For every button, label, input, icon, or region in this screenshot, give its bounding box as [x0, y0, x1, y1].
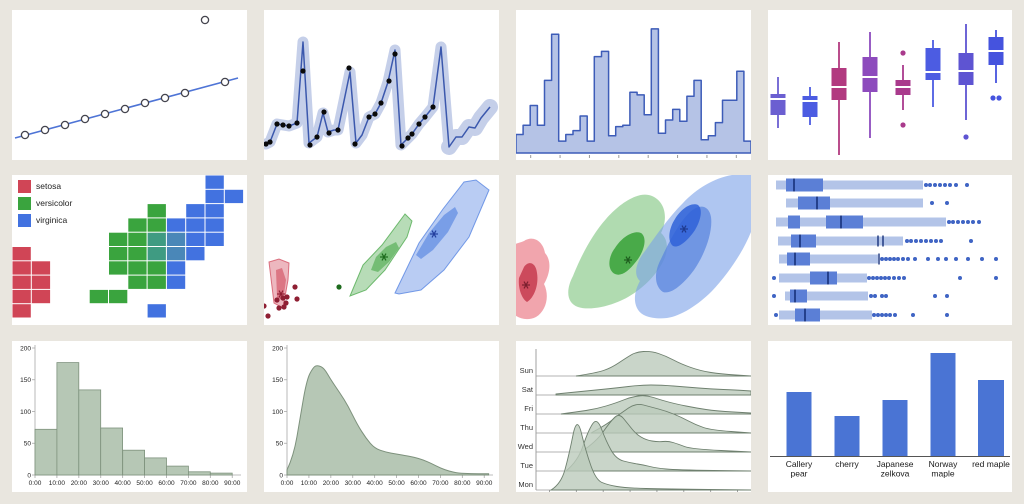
- svg-text:30:00: 30:00: [93, 480, 110, 487]
- density-contour-chart: [516, 175, 751, 320]
- panel-binned-scatter-iris[interactable]: setosa versicolor virginica: [12, 175, 247, 325]
- svg-text:0:00: 0:00: [281, 480, 294, 487]
- svg-text:maple: maple: [931, 469, 954, 479]
- svg-text:Sat: Sat: [522, 385, 534, 394]
- scatter-outlier-chart: [14, 15, 239, 140]
- density-area-chart: 0 50 100 150 200 0:00 10:00 20:00 30:00 40:00 50:0…: [272, 345, 493, 487]
- svg-text:150: 150: [20, 377, 31, 384]
- svg-text:50: 50: [276, 441, 284, 448]
- panel-ridgeline[interactable]: Sun Sat Fri Thu Wed Tue Mon: [516, 341, 751, 492]
- svg-text:40:00: 40:00: [367, 480, 384, 487]
- svg-text:100: 100: [272, 409, 283, 416]
- binned-heatmap-chart: [12, 175, 244, 318]
- svg-text:0: 0: [279, 472, 283, 479]
- step-area-chart: [516, 28, 751, 158]
- svg-text:Tue: Tue: [520, 461, 533, 470]
- svg-text:80:00: 80:00: [202, 480, 219, 487]
- svg-text:80:00: 80:00: [454, 480, 471, 487]
- svg-text:70:00: 70:00: [180, 480, 197, 487]
- svg-text:Fri: Fri: [524, 404, 533, 413]
- setosa-swatch-icon: [18, 180, 31, 193]
- svg-text:90:00: 90:00: [224, 480, 241, 487]
- svg-text:60:00: 60:00: [410, 480, 427, 487]
- svg-text:70:00: 70:00: [432, 480, 449, 487]
- svg-text:90:00: 90:00: [476, 480, 493, 487]
- svg-text:0: 0: [27, 472, 31, 479]
- svg-text:50:00: 50:00: [136, 480, 153, 487]
- svg-text:40:00: 40:00: [115, 480, 132, 487]
- panel-step-area[interactable]: [516, 10, 751, 160]
- panel-boxplots-horizontal[interactable]: [768, 175, 1012, 325]
- svg-text:Sun: Sun: [520, 366, 533, 375]
- legend-item-virginica: virginica: [18, 214, 72, 227]
- iris-legend: setosa versicolor virginica: [18, 180, 72, 227]
- svg-text:200: 200: [20, 345, 31, 352]
- svg-text:Norway: Norway: [929, 459, 959, 469]
- svg-text:50:00: 50:00: [388, 480, 405, 487]
- svg-text:cherry: cherry: [835, 459, 859, 469]
- versicolor-swatch-icon: [18, 197, 31, 210]
- svg-text:20:00: 20:00: [71, 480, 88, 487]
- svg-text:200: 200: [272, 345, 283, 352]
- svg-text:Wed: Wed: [518, 442, 533, 451]
- panel-histogram[interactable]: 0 50 100 150 200 0:00 10:00 20:00 30:00 40:00 50:0…: [12, 341, 247, 492]
- vertical-boxplot-chart: [770, 24, 1004, 155]
- svg-text:10:00: 10:00: [49, 480, 66, 487]
- horizontal-boxplot-chart: [772, 178, 998, 322]
- panel-hull-contours[interactable]: [264, 175, 499, 325]
- svg-text:20:00: 20:00: [323, 480, 340, 487]
- legend-item-setosa: setosa: [18, 180, 72, 193]
- svg-text:150: 150: [272, 377, 283, 384]
- histogram-chart: 0 50 100 150 200 0:00 10:00 20:00 30:00 40:00 50:0…: [20, 345, 241, 487]
- svg-text:0:00: 0:00: [29, 480, 42, 487]
- virginica-swatch-icon: [18, 214, 31, 227]
- line-band-chart: [264, 36, 498, 155]
- legend-label-virginica: virginica: [36, 215, 68, 225]
- hull-contour-chart: [264, 179, 490, 319]
- legend-label-versicolor: versicolor: [36, 198, 73, 208]
- svg-text:10:00: 10:00: [301, 480, 318, 487]
- svg-text:100: 100: [20, 409, 31, 416]
- svg-text:Japanese: Japanese: [877, 459, 914, 469]
- panel-density-contours[interactable]: [516, 175, 751, 325]
- svg-text:Thu: Thu: [520, 423, 533, 432]
- svg-text:Mon: Mon: [518, 480, 533, 489]
- svg-text:50: 50: [24, 441, 32, 448]
- svg-text:60:00: 60:00: [158, 480, 175, 487]
- panel-density-area[interactable]: 0 50 100 150 200 0:00 10:00 20:00 30:00 40:00 50:0…: [264, 341, 499, 492]
- panel-line-confidence-band[interactable]: [264, 10, 499, 160]
- panel-scatter-outlier[interactable]: [12, 10, 247, 160]
- svg-text:red maple: red maple: [972, 459, 1010, 469]
- legend-label-setosa: setosa: [36, 181, 62, 191]
- legend-item-versicolor: versicolor: [18, 197, 72, 210]
- svg-text:Callery: Callery: [786, 459, 813, 469]
- svg-text:30:00: 30:00: [345, 480, 362, 487]
- svg-text:zelkova: zelkova: [881, 469, 910, 479]
- ridgeline-chart: Sun Sat Fri Thu Wed Tue Mon: [518, 349, 751, 492]
- svg-text:pear: pear: [790, 469, 807, 479]
- panel-boxplots-vertical[interactable]: [768, 10, 1012, 160]
- panel-bar-chart-trees[interactable]: Callery pear cherry Japanese zelkova Norway ma…: [768, 341, 1012, 492]
